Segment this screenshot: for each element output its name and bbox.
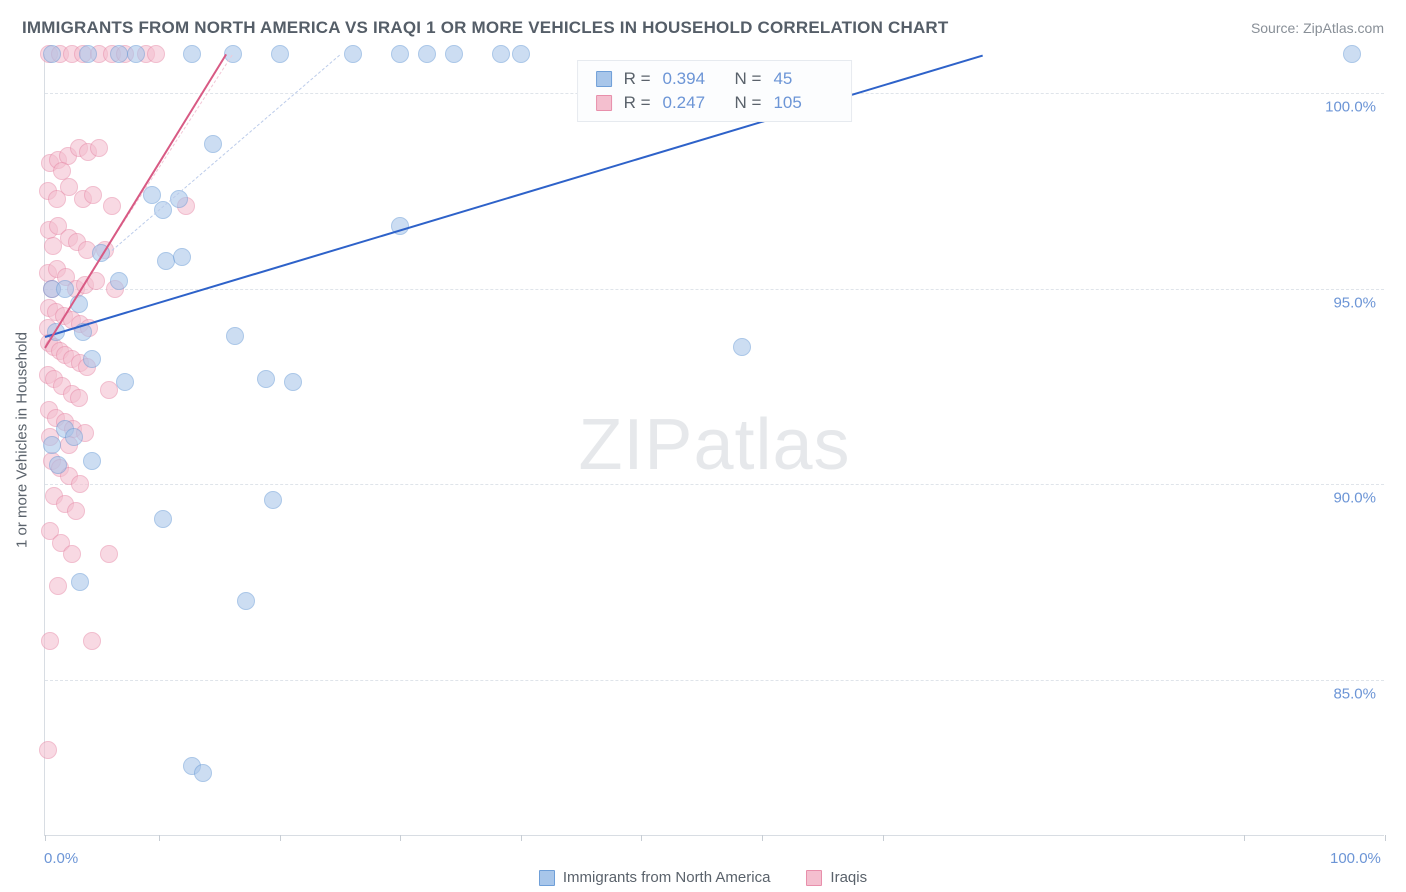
data-point (67, 502, 85, 520)
y-tick-label: 100.0% (1325, 99, 1376, 116)
r-label: R = (624, 69, 651, 89)
data-point (100, 545, 118, 563)
data-point (226, 327, 244, 345)
r-value: 0.247 (663, 93, 723, 113)
x-tick (1385, 835, 1386, 841)
data-point (264, 491, 282, 509)
scatter-plot: ZIPatlas 85.0% 90.0% 95.0% 100.0% R = 0.394 N … (44, 54, 1384, 836)
stats-row: R = 0.394 N = 45 (596, 67, 834, 91)
data-point (154, 510, 172, 528)
x-tick (159, 835, 160, 841)
data-point (512, 45, 530, 63)
data-point (110, 272, 128, 290)
data-point (71, 573, 89, 591)
x-tick (521, 835, 522, 841)
data-point (63, 545, 81, 563)
legend-item-series-a: Immigrants from North America (539, 869, 771, 886)
stats-row: R = 0.247 N = 105 (596, 91, 834, 115)
data-point (83, 350, 101, 368)
legend-label-a: Immigrants from North America (563, 869, 771, 886)
x-tick (45, 835, 46, 841)
stats-legend: R = 0.394 N = 45 R = 0.247 N = 105 (577, 60, 853, 122)
y-tick-label: 90.0% (1333, 490, 1376, 507)
legend-swatch-b (806, 870, 822, 886)
data-point (43, 45, 61, 63)
data-point (237, 592, 255, 610)
data-point (84, 186, 102, 204)
y-axis-label: 1 or more Vehicles in Household (14, 332, 31, 548)
data-point (127, 45, 145, 63)
stats-swatch (596, 71, 612, 87)
legend-swatch-a (539, 870, 555, 886)
data-point (147, 45, 165, 63)
y-tick-label: 85.0% (1333, 685, 1376, 702)
data-point (733, 338, 751, 356)
gridline (45, 289, 1384, 290)
x-tick (1244, 835, 1245, 841)
data-point (41, 632, 59, 650)
n-label: N = (735, 69, 762, 89)
n-value: 105 (773, 93, 833, 113)
x-tick (762, 835, 763, 841)
stats-swatch (596, 95, 612, 111)
data-point (445, 45, 463, 63)
page-title: IMMIGRANTS FROM NORTH AMERICA VS IRAQI 1… (22, 18, 948, 38)
data-point (44, 237, 62, 255)
data-point (65, 428, 83, 446)
data-point (39, 741, 57, 759)
x-tick (280, 835, 281, 841)
legend-label-b: Iraqis (830, 869, 867, 886)
data-point (71, 475, 89, 493)
data-point (418, 45, 436, 63)
data-point (391, 45, 409, 63)
r-label: R = (624, 93, 651, 113)
data-point (257, 370, 275, 388)
data-point (1343, 45, 1361, 63)
data-point (49, 577, 67, 595)
legend-item-series-b: Iraqis (806, 869, 867, 886)
regression-line (44, 54, 227, 348)
n-label: N = (735, 93, 762, 113)
data-point (194, 764, 212, 782)
data-point (83, 632, 101, 650)
gridline (45, 680, 1384, 681)
x-tick (400, 835, 401, 841)
data-point (48, 190, 66, 208)
data-point (173, 248, 191, 266)
data-point (56, 280, 74, 298)
x-tick-label-min: 0.0% (44, 850, 78, 867)
x-tick (641, 835, 642, 841)
data-point (492, 45, 510, 63)
data-point (79, 45, 97, 63)
data-point (49, 456, 67, 474)
data-point (271, 45, 289, 63)
r-value: 0.394 (663, 69, 723, 89)
gridline (45, 484, 1384, 485)
trend-dash (112, 54, 340, 250)
data-point (70, 389, 88, 407)
data-point (43, 436, 61, 454)
data-point (103, 197, 121, 215)
data-point (116, 373, 134, 391)
data-point (110, 45, 128, 63)
x-tick-label-max: 100.0% (1330, 850, 1381, 867)
data-point (83, 452, 101, 470)
data-point (90, 139, 108, 157)
y-tick-label: 95.0% (1333, 294, 1376, 311)
data-point (344, 45, 362, 63)
data-point (204, 135, 222, 153)
data-point (284, 373, 302, 391)
x-tick (883, 835, 884, 841)
source-label: Source: ZipAtlas.com (1251, 20, 1384, 36)
bottom-legend: Immigrants from North America Iraqis (0, 869, 1406, 886)
watermark: ZIPatlas (578, 404, 850, 486)
data-point (183, 45, 201, 63)
n-value: 45 (773, 69, 833, 89)
